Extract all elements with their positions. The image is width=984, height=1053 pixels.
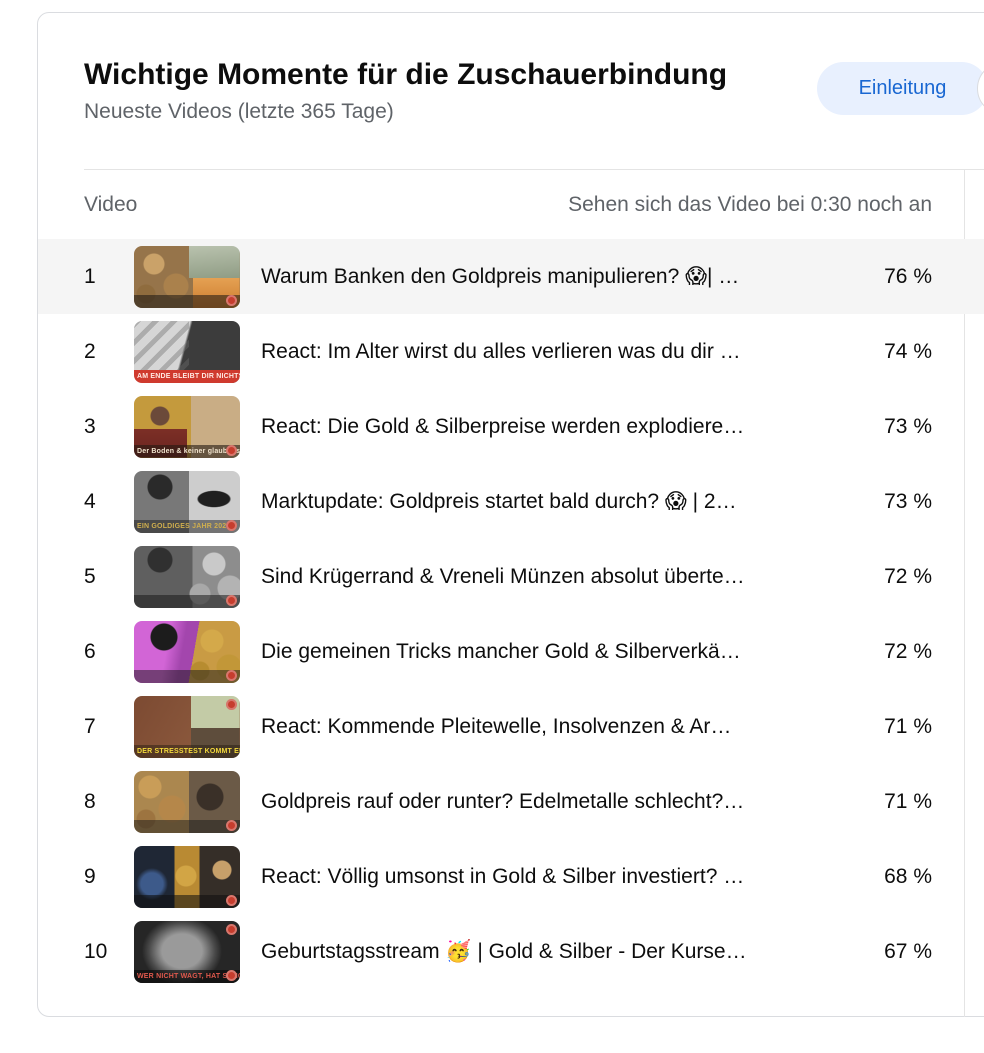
thumbnail-caption: [134, 295, 240, 308]
retention-value: 67 %: [884, 940, 932, 963]
video-thumbnail[interactable]: WER NICHT WAGT, HAT SCHON VERLOREN: [134, 921, 240, 983]
video-rows: 1 Warum Banken den Goldpreis manipuliere…: [38, 239, 984, 989]
channel-logo-icon: [226, 295, 237, 306]
video-rank: 5: [84, 565, 96, 588]
retention-value: 68 %: [884, 865, 932, 888]
video-title: Warum Banken den Goldpreis manipulieren?…: [261, 265, 740, 288]
thumbnail-caption: [134, 895, 240, 908]
video-title: Marktupdate: Goldpreis startet bald durc…: [261, 490, 737, 513]
key-moments-card: Wichtige Momente für die Zuschauerbindun…: [37, 12, 984, 1017]
video-thumbnail[interactable]: [134, 846, 240, 908]
retention-value: 72 %: [884, 640, 932, 663]
video-row[interactable]: 2 AM ENDE BLEIBT DIR NICHTS? React: Im A…: [38, 314, 984, 389]
video-rank: 8: [84, 790, 96, 813]
retention-value: 71 %: [884, 715, 932, 738]
video-rank: 10: [84, 940, 108, 963]
retention-value: 73 %: [884, 415, 932, 438]
thumbnail-caption: WER NICHT WAGT, HAT SCHON VERLOREN: [134, 970, 240, 983]
video-rank: 1: [84, 265, 96, 288]
video-thumbnail[interactable]: [134, 546, 240, 608]
video-rank: 2: [84, 340, 96, 363]
video-thumbnail[interactable]: Der Boden & keiner glaubt es!: [134, 396, 240, 458]
video-title: React: Im Alter wirst du alles verlieren…: [261, 340, 741, 363]
intro-chip[interactable]: Einleitung: [817, 62, 984, 115]
column-header-video: Video: [84, 193, 138, 216]
channel-logo-icon: [226, 820, 237, 831]
video-rank: 4: [84, 490, 96, 513]
video-rank: 9: [84, 865, 96, 888]
thumbnail-caption: [134, 670, 240, 683]
channel-logo-icon: [226, 699, 237, 710]
card-subtitle: Neueste Videos (letzte 365 Tage): [84, 100, 394, 123]
video-row[interactable]: 10 WER NICHT WAGT, HAT SCHON VERLOREN Ge…: [38, 914, 984, 989]
video-title: Sind Krügerrand & Vreneli Münzen absolut…: [261, 565, 745, 588]
video-row[interactable]: 4 EIN GOLDIGES JAHR 2021!? Marktupdate: …: [38, 464, 984, 539]
retention-value: 76 %: [884, 265, 932, 288]
retention-value: 72 %: [884, 565, 932, 588]
video-row[interactable]: 9 React: Völlig umsonst in Gold & Silber…: [38, 839, 984, 914]
retention-value: 71 %: [884, 790, 932, 813]
thumbnail-caption: [134, 595, 240, 608]
video-title: Goldpreis rauf oder runter? Edelmetalle …: [261, 790, 745, 813]
video-row[interactable]: 5 Sind Krügerrand & Vreneli Münzen absol…: [38, 539, 984, 614]
video-rank: 7: [84, 715, 96, 738]
video-row[interactable]: 1 Warum Banken den Goldpreis manipuliere…: [38, 239, 984, 314]
thumbnail-caption: AM ENDE BLEIBT DIR NICHTS?: [134, 370, 240, 383]
video-thumbnail[interactable]: [134, 621, 240, 683]
video-row[interactable]: 8 Goldpreis rauf oder runter? Edelmetall…: [38, 764, 984, 839]
video-title: React: Völlig umsonst in Gold & Silber i…: [261, 865, 745, 888]
video-title: Geburtstagsstream 🥳 | Gold & Silber - De…: [261, 940, 747, 963]
channel-logo-icon: [226, 895, 237, 906]
channel-logo-icon: [226, 445, 237, 456]
video-row[interactable]: 6 Die gemeinen Tricks mancher Gold & Sil…: [38, 614, 984, 689]
video-thumbnail[interactable]: AM ENDE BLEIBT DIR NICHTS?: [134, 321, 240, 383]
video-thumbnail[interactable]: [134, 771, 240, 833]
video-title: React: Die Gold & Silberpreise werden ex…: [261, 415, 745, 438]
video-thumbnail[interactable]: EIN GOLDIGES JAHR 2021!?: [134, 471, 240, 533]
video-title: Die gemeinen Tricks mancher Gold & Silbe…: [261, 640, 741, 663]
channel-logo-icon: [226, 670, 237, 681]
thumbnail-caption: EIN GOLDIGES JAHR 2021!?: [134, 520, 240, 533]
video-row[interactable]: 3 Der Boden & keiner glaubt es! React: D…: [38, 389, 984, 464]
channel-logo-icon: [226, 520, 237, 531]
video-title: React: Kommende Pleitewelle, Insolvenzen…: [261, 715, 732, 738]
card-title: Wichtige Momente für die Zuschauerbindun…: [84, 58, 728, 91]
video-rank: 6: [84, 640, 96, 663]
channel-logo-icon: [226, 595, 237, 606]
thumbnail-caption: [134, 820, 240, 833]
channel-logo-icon: [226, 924, 237, 935]
retention-value: 73 %: [884, 490, 932, 513]
video-rank: 3: [84, 415, 96, 438]
thumbnail-caption: Der Boden & keiner glaubt es!: [134, 445, 240, 458]
video-thumbnail[interactable]: [134, 246, 240, 308]
column-header-metric: Sehen sich das Video bei 0:30 noch an: [568, 193, 932, 216]
retention-value: 74 %: [884, 340, 932, 363]
table-header-divider: [84, 169, 984, 170]
channel-logo-icon: [226, 970, 237, 981]
metric-column-divider: [964, 170, 965, 1017]
